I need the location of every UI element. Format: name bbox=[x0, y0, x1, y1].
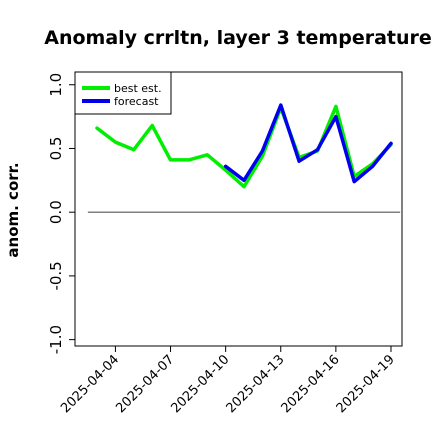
series-line-forecast bbox=[223, 103, 393, 184]
legend: best est. forecast bbox=[74, 71, 172, 115]
x-tick-label: 2025-04-16 bbox=[279, 352, 343, 416]
axis-ticks: -1.0-0.50.00.51.02025-04-042025-04-07202… bbox=[47, 73, 398, 416]
y-tick-label: -0.5 bbox=[47, 261, 65, 290]
x-tick-label: 2025-04-10 bbox=[168, 352, 232, 416]
y-axis-label: anom. corr. bbox=[4, 162, 22, 257]
y-tick-label: 0.0 bbox=[47, 200, 65, 224]
legend-label-best-est: best est. bbox=[114, 82, 162, 95]
x-tick-label: 2025-04-07 bbox=[113, 352, 177, 416]
y-tick-label: 1.0 bbox=[47, 73, 65, 97]
y-tick-label: -1.0 bbox=[47, 325, 65, 354]
y-tick-label: 0.5 bbox=[47, 137, 65, 161]
chart-title: Anomaly crrltn, layer 3 temperature bbox=[44, 27, 432, 49]
legend-box bbox=[74, 71, 172, 115]
series-lines bbox=[95, 103, 393, 189]
series-line-best-est bbox=[95, 104, 393, 189]
plot-frame bbox=[74, 71, 403, 347]
x-tick-label: 2025-04-19 bbox=[334, 352, 398, 416]
x-tick-label: 2025-04-04 bbox=[58, 352, 122, 416]
x-tick-label: 2025-04-13 bbox=[224, 352, 288, 416]
legend-label-forecast: forecast bbox=[114, 95, 159, 108]
